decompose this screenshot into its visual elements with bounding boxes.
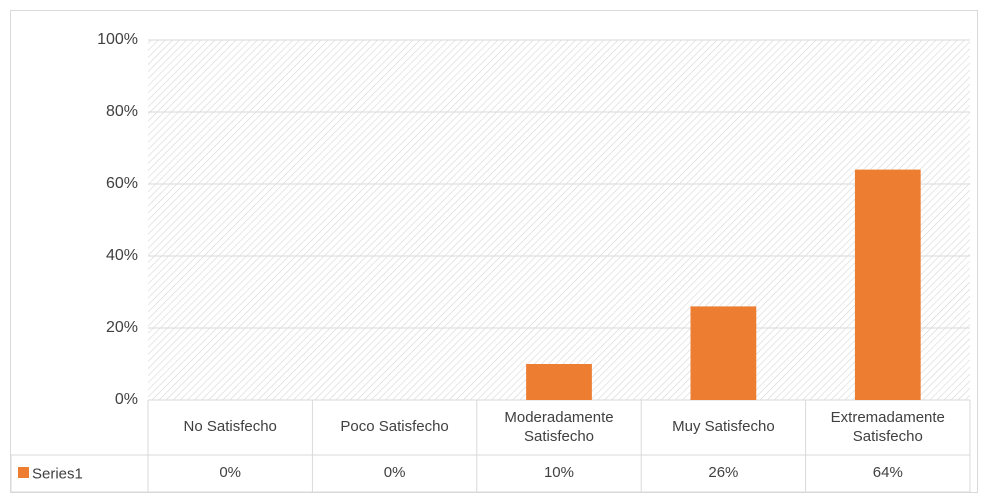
data-label-box: 0%	[219, 464, 242, 482]
data-label: 64%	[872, 464, 903, 482]
data-label: 26%	[708, 464, 739, 482]
y-tick-label: 60%	[106, 175, 138, 192]
x-tick-label-box: Extremadamente Satisfecho	[830, 408, 945, 445]
data-label-box: 10%	[543, 464, 574, 482]
bar	[854, 169, 921, 400]
data-label: 10%	[543, 464, 574, 482]
bar	[690, 306, 757, 400]
x-tick-label-box: No Satisfecho	[183, 418, 277, 436]
data-label-box: 26%	[708, 464, 739, 482]
x-tick-label: Extremadamente Satisfecho	[830, 408, 945, 445]
legend-label: Series1	[32, 465, 83, 482]
y-tick-label: 40%	[106, 247, 138, 264]
x-tick-label-box: Poco Satisfecho	[340, 418, 449, 436]
y-tick-label: 20%	[106, 319, 138, 336]
bar	[526, 364, 592, 400]
y-tick-label: 80%	[106, 103, 138, 120]
plot-area	[148, 40, 970, 400]
x-tick-label: Muy Satisfecho	[672, 418, 775, 436]
data-label-box: 0%	[383, 464, 406, 482]
data-label: 0%	[219, 464, 242, 482]
y-tick-label: 0%	[115, 391, 138, 408]
x-tick-label: Poco Satisfecho	[340, 418, 449, 436]
legend-swatch	[18, 467, 29, 478]
data-label: 0%	[383, 464, 406, 482]
x-tick-label-box: Muy Satisfecho	[672, 418, 775, 436]
x-tick-label: Moderadamente Satisfecho	[504, 408, 614, 445]
data-label-box: 64%	[872, 464, 903, 482]
x-tick-label-box: Moderadamente Satisfecho	[504, 408, 614, 445]
x-tick-label: No Satisfecho	[183, 418, 277, 436]
y-tick-label: 100%	[97, 31, 138, 48]
